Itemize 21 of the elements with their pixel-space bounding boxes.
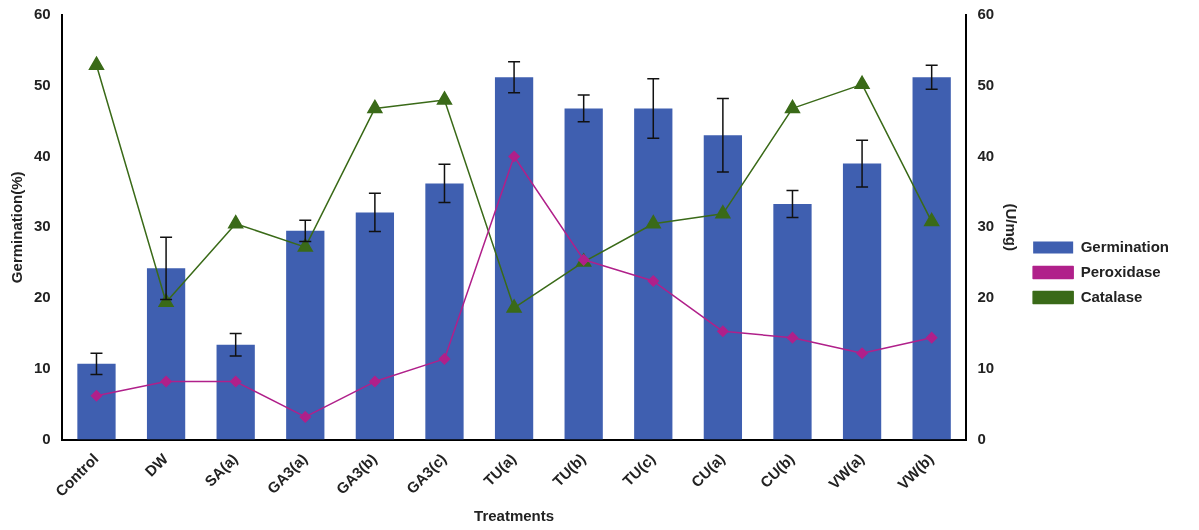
y2-tick-label: 0: [977, 429, 986, 447]
y2-tick-label: 60: [977, 5, 995, 23]
y2-tick-label: 30: [977, 217, 995, 235]
legend-label: Germination: [1080, 237, 1170, 255]
y2-tick-label: 50: [977, 75, 995, 93]
y2-tick-label: 20: [977, 288, 995, 306]
y-tick-label: 0: [42, 429, 51, 447]
x-tick-label: DW: [141, 449, 172, 480]
y-tick-label: 60: [34, 5, 51, 23]
y-tick-label: 30: [34, 217, 51, 235]
y-tick-label: 10: [34, 358, 51, 376]
y2-tick-label: 40: [977, 146, 995, 164]
y-tick-label: 40: [34, 146, 51, 164]
legend-label: Peroxidase: [1080, 262, 1161, 280]
legend-label: Catalase: [1080, 287, 1143, 305]
y2-tick-label: 10: [977, 358, 995, 376]
x-axis-title: Treatments: [474, 507, 555, 525]
y-tick-label: 20: [34, 288, 51, 306]
y-axis-title: Germination(%): [8, 171, 26, 284]
y-tick-label: 50: [34, 75, 51, 93]
y2-axis-title: (U/mg): [1003, 203, 1021, 252]
